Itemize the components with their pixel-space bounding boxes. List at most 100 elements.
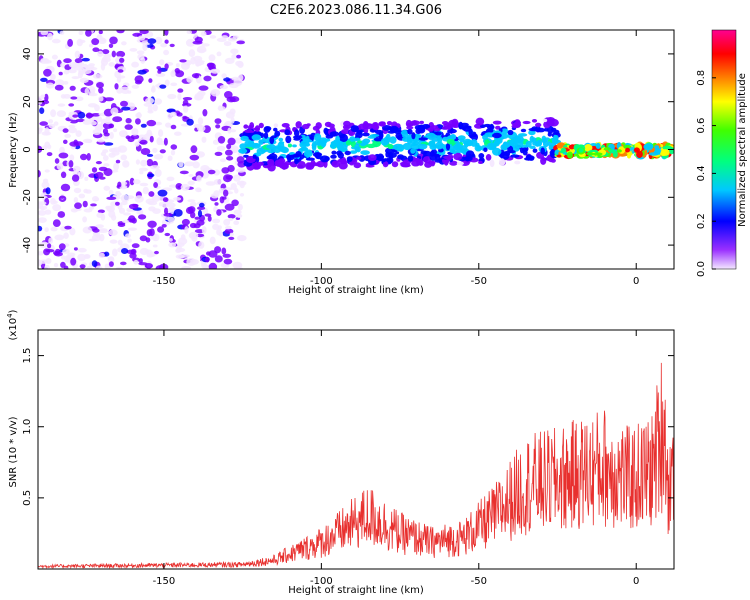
spectrogram-cell bbox=[53, 251, 63, 257]
spectrogram-cell bbox=[39, 241, 49, 247]
spectrogram-cell bbox=[159, 84, 167, 89]
spectrogram-cell bbox=[59, 146, 65, 154]
spectrogram-cell bbox=[407, 128, 413, 135]
spectrogram-cell bbox=[166, 108, 176, 113]
spectrogram-cell bbox=[47, 243, 52, 249]
spectrogram-cell bbox=[184, 161, 195, 167]
spectrogram-cell bbox=[120, 154, 128, 161]
spectrogram-cell bbox=[516, 137, 522, 144]
spectrogram-cell bbox=[256, 161, 265, 166]
spectrogram-cell bbox=[96, 212, 104, 218]
snr-x-label: Height of straight line (km) bbox=[288, 585, 424, 596]
spectrogram-cell bbox=[236, 40, 245, 45]
spectrogram-cell bbox=[431, 136, 441, 142]
spectrogram-cell bbox=[190, 145, 198, 154]
spectrogram-cell bbox=[75, 118, 86, 123]
spectrogram-cell bbox=[139, 182, 149, 187]
spectrogram-cell bbox=[82, 226, 93, 234]
spectrogram-cell bbox=[148, 78, 153, 83]
spectrogram-cell bbox=[397, 155, 402, 159]
spectrogram-cell bbox=[92, 74, 103, 79]
spectrogram-cell bbox=[251, 142, 261, 149]
spectrogram-cell bbox=[50, 109, 57, 118]
spectrogram-cell bbox=[626, 151, 633, 156]
spectrogram-cell bbox=[188, 231, 199, 240]
spectrogram-cell bbox=[406, 126, 414, 130]
spectrogram-cell bbox=[178, 161, 184, 168]
spectrogram-cell bbox=[98, 87, 104, 94]
spectrogram-cell bbox=[148, 191, 155, 197]
spectrogram-cell bbox=[234, 188, 239, 194]
snr-frame bbox=[37, 329, 675, 570]
spectrogram-cell bbox=[58, 71, 63, 76]
spectrogram-cell bbox=[233, 220, 240, 225]
spectrogram-cell bbox=[131, 128, 139, 136]
spectrogram-cell bbox=[662, 145, 673, 150]
spectrogram-cell bbox=[216, 209, 222, 216]
spectrogram-cell bbox=[215, 124, 221, 129]
spectrogram-cell bbox=[139, 30, 149, 35]
spectrogram-cell bbox=[387, 130, 396, 134]
spectrogram-cell bbox=[550, 158, 556, 163]
spectrogram-cell bbox=[179, 170, 189, 175]
spectrogram-cell bbox=[556, 154, 562, 158]
y-tick-label: 0 bbox=[22, 146, 33, 152]
spectrogram-cell bbox=[177, 88, 184, 93]
x-tick-label: 0 bbox=[633, 576, 639, 587]
spectrogram-cell bbox=[54, 234, 65, 241]
spectrogram-cell bbox=[87, 67, 98, 71]
spectrogram-cell bbox=[120, 261, 127, 266]
spectrogram-cell bbox=[219, 85, 228, 90]
spectrogram-cell bbox=[419, 120, 425, 125]
spectrogram-cell bbox=[345, 140, 352, 146]
spectrogram-cell bbox=[40, 77, 48, 82]
spectrogram-cell bbox=[97, 50, 104, 57]
spectrogram-cell bbox=[269, 136, 275, 145]
spectrogram-cell bbox=[447, 128, 457, 134]
spectrogram-cell bbox=[410, 148, 416, 154]
spectrogram-cell bbox=[111, 214, 117, 221]
spectrogram-cell bbox=[40, 94, 46, 98]
spectrogram-cell bbox=[223, 77, 231, 82]
spectrogram-cell bbox=[117, 223, 126, 227]
spectrogram-cell bbox=[97, 34, 102, 38]
spectrogram-cell bbox=[507, 150, 516, 154]
spectrogram-cell bbox=[486, 142, 497, 151]
spectrogram-cell bbox=[69, 227, 76, 236]
spectrogram-cell bbox=[214, 255, 223, 263]
spectrogram-cell bbox=[146, 253, 154, 258]
spectrogram-cell bbox=[395, 151, 400, 155]
spectrogram-cell bbox=[446, 138, 455, 145]
spectrogram-cell bbox=[451, 118, 459, 126]
spectrogram-cell bbox=[137, 35, 146, 41]
y-tick-label: 40 bbox=[22, 48, 33, 61]
spectrogram-cell bbox=[120, 194, 130, 203]
spectrogram-cell bbox=[279, 147, 289, 153]
y-tick-label: 1.5 bbox=[22, 348, 33, 364]
spectrogram-cell bbox=[82, 200, 88, 208]
spectrogram-cell bbox=[98, 166, 108, 172]
spectrogram-cell bbox=[166, 176, 175, 182]
spectrogram-cell bbox=[72, 114, 79, 118]
spectrogram-cell bbox=[98, 96, 104, 102]
spectrogram-cell bbox=[194, 94, 203, 101]
spectrogram-cell bbox=[263, 132, 269, 139]
spectrogram-cell bbox=[135, 159, 140, 165]
spectrogram-cell bbox=[316, 140, 322, 147]
spectrogram-cell bbox=[187, 199, 196, 203]
spectrogram-cell bbox=[119, 184, 128, 190]
spectrogram-cell bbox=[289, 154, 298, 158]
spectrogram-cell bbox=[104, 263, 109, 269]
spectrogram-cell bbox=[233, 174, 241, 182]
spectrogram-cell bbox=[358, 123, 367, 130]
spectrogram-cell bbox=[238, 74, 244, 82]
spectrogram-cell bbox=[119, 57, 125, 63]
spectrogram-cell bbox=[123, 212, 132, 216]
spectrogram-cell bbox=[68, 103, 75, 107]
spectrogram-cell bbox=[365, 164, 375, 168]
spectrogram-cell bbox=[300, 147, 307, 151]
spectrogram-cell bbox=[216, 51, 222, 57]
spectrogram-cell bbox=[330, 154, 337, 159]
spectrogram-cell bbox=[411, 132, 416, 140]
spectrogram-cell bbox=[43, 248, 51, 256]
